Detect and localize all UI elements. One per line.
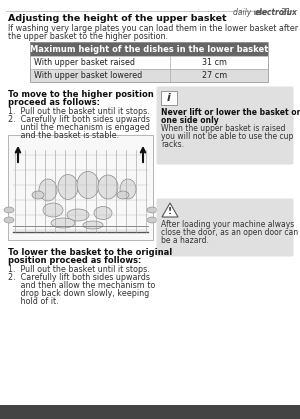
Text: Maximum height of the dishes in the lower basket: Maximum height of the dishes in the lowe…	[30, 44, 268, 54]
Text: i: i	[167, 93, 171, 103]
Ellipse shape	[83, 221, 103, 229]
Text: daily use: daily use	[233, 8, 270, 17]
FancyBboxPatch shape	[157, 199, 293, 256]
Text: be a hazard.: be a hazard.	[161, 236, 209, 245]
Ellipse shape	[67, 209, 89, 221]
Ellipse shape	[77, 171, 99, 199]
Ellipse shape	[4, 207, 14, 213]
Ellipse shape	[94, 207, 112, 220]
FancyBboxPatch shape	[157, 86, 293, 165]
Text: 27 cm: 27 cm	[202, 71, 228, 80]
Ellipse shape	[43, 203, 63, 217]
Ellipse shape	[32, 191, 44, 199]
Text: When the upper basket is raised: When the upper basket is raised	[161, 124, 286, 133]
Text: and the basket is stable.: and the basket is stable.	[8, 131, 119, 140]
Text: electrolux: electrolux	[255, 8, 298, 17]
Bar	[30, 56, 268, 69]
Text: With upper basket raised: With upper basket raised	[34, 58, 135, 67]
Bar	[30, 42, 268, 82]
Polygon shape	[162, 203, 178, 217]
Ellipse shape	[117, 191, 129, 199]
Text: position proceed as follows:: position proceed as follows:	[8, 256, 141, 265]
Text: racks.: racks.	[161, 140, 184, 149]
Text: 2.  Carefully lift both sides upwards: 2. Carefully lift both sides upwards	[8, 115, 150, 124]
Text: close the door, as an open door can: close the door, as an open door can	[161, 228, 298, 237]
Text: until the mechanism is engaged: until the mechanism is engaged	[8, 123, 150, 132]
Text: !: !	[168, 207, 172, 216]
Text: proceed as follows:: proceed as follows:	[8, 98, 100, 107]
Text: 2.  Carefully lift both sides upwards: 2. Carefully lift both sides upwards	[8, 273, 150, 282]
Ellipse shape	[120, 179, 136, 199]
Text: 1.  Pull out the basket until it stops.: 1. Pull out the basket until it stops.	[8, 265, 150, 274]
Text: 31 cm: 31 cm	[202, 58, 227, 67]
Text: and then allow the mechanism to: and then allow the mechanism to	[8, 281, 155, 290]
Ellipse shape	[4, 217, 14, 223]
Ellipse shape	[98, 175, 118, 199]
Text: With upper basket lowered: With upper basket lowered	[34, 71, 142, 80]
Ellipse shape	[58, 174, 78, 199]
Bar	[161, 91, 177, 105]
Text: hold of it.: hold of it.	[8, 297, 59, 306]
Bar	[8, 135, 153, 240]
Text: To lower the basket to the original: To lower the basket to the original	[8, 248, 172, 257]
Bar	[30, 69, 268, 82]
Text: 21: 21	[279, 8, 291, 17]
Text: drop back down slowly, keeping: drop back down slowly, keeping	[8, 289, 149, 298]
Text: Adjusting the height of the upper basket: Adjusting the height of the upper basket	[8, 14, 226, 23]
Text: Never lift or lower the basket on: Never lift or lower the basket on	[161, 108, 300, 117]
Ellipse shape	[51, 218, 75, 228]
Text: one side only: one side only	[161, 116, 219, 125]
Text: you will not be able to use the cup: you will not be able to use the cup	[161, 132, 293, 141]
Bar	[0, 405, 300, 419]
Ellipse shape	[39, 179, 57, 201]
Text: To move to the higher position: To move to the higher position	[8, 90, 154, 99]
Ellipse shape	[147, 207, 157, 213]
Bar	[30, 42, 268, 56]
Ellipse shape	[147, 217, 157, 223]
Text: 1.  Pull out the basket until it stops.: 1. Pull out the basket until it stops.	[8, 107, 150, 116]
Text: After loading your machine always: After loading your machine always	[161, 220, 294, 229]
Text: the upper basket to the higher position.: the upper basket to the higher position.	[8, 32, 168, 41]
Text: If washing very large plates you can load them in the lower basket after moving: If washing very large plates you can loa…	[8, 24, 300, 33]
